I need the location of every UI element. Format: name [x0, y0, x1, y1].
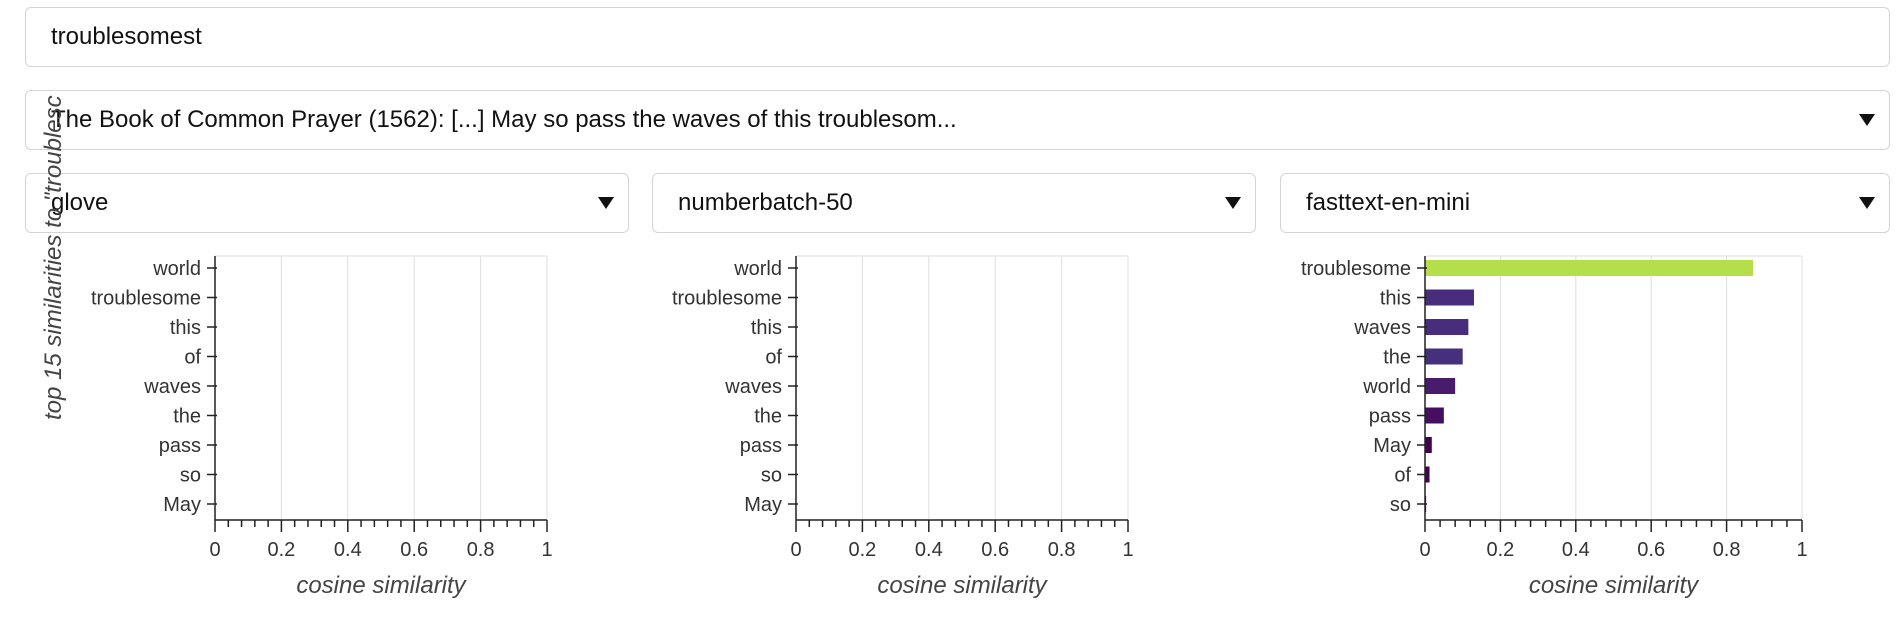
word-input-field[interactable] [51, 23, 1889, 51]
chart-glove: world troublesome this of waves the pass so May 0… [91, 255, 553, 599]
bar [1425, 378, 1456, 394]
x-axis-title: cosine similarity [296, 572, 467, 599]
chevron-down-icon[interactable] [598, 197, 614, 209]
chevron-down-icon[interactable] [1859, 197, 1875, 209]
y-tick-label: world [1362, 376, 1411, 398]
x-tick-label: 0 [1419, 539, 1430, 561]
chart-group: world troublesome this of waves the pass so May 0… [91, 255, 553, 599]
chart-group: troublesome this waves the world pass May of so 0… [1301, 255, 1808, 599]
x-tick-label: 0.2 [848, 539, 876, 561]
x-tick-label: 0.8 [467, 539, 495, 561]
y-tick-label: pass [740, 435, 782, 457]
y-tick-label: so [761, 465, 782, 487]
y-tick-label: waves [1353, 317, 1411, 339]
model-select-2-value: numberbatch-50 [678, 189, 853, 216]
model-select-1-value: glove [51, 189, 109, 216]
bar [1425, 466, 1430, 483]
chevron-down-icon[interactable] [1225, 197, 1241, 209]
y-tick-label: this [751, 317, 782, 339]
y-tick-label: troublesome [91, 288, 201, 310]
model-select-2[interactable]: numberbatch-50 [652, 173, 1256, 233]
y-tick-label: this [1380, 288, 1411, 310]
y-tick-label: May [1373, 435, 1411, 457]
y-tick-label: May [163, 494, 201, 516]
y-tick-label: May [744, 494, 782, 516]
x-axis-title: cosine similarity [1529, 572, 1700, 599]
x-tick-label: 1 [541, 539, 552, 561]
y-tick-label: waves [724, 376, 782, 398]
chart-group: world troublesome this of waves the pass so May 0… [672, 255, 1134, 599]
y-tick-label: the [1383, 347, 1411, 369]
x-tick-label: 0.6 [981, 539, 1009, 561]
x-tick-label: 0.6 [400, 539, 428, 561]
y-tick-label: pass [159, 435, 201, 457]
model-select-3[interactable]: fasttext-en-mini [1280, 173, 1890, 233]
y-tick-label: so [180, 465, 201, 487]
chart-fasttext: troublesome this waves the world pass May of so 0… [1301, 255, 1808, 599]
y-tick-label: waves [143, 376, 201, 398]
y-tick-label: pass [1369, 406, 1411, 428]
x-tick-label: 0.2 [1486, 539, 1514, 561]
bar [1425, 289, 1475, 306]
x-tick-label: 0.8 [1713, 539, 1741, 561]
y-tick-label: so [1390, 494, 1411, 516]
x-tick-label: 0.8 [1048, 539, 1076, 561]
x-tick-label: 1 [1122, 539, 1133, 561]
sentence-select[interactable]: The Book of Common Prayer (1562): [...] … [25, 90, 1890, 150]
x-tick-label: 1 [1796, 539, 1807, 561]
x-axis-title: cosine similarity [877, 572, 1048, 599]
chevron-down-icon[interactable] [1859, 114, 1875, 126]
model-select-3-value: fasttext-en-mini [1306, 189, 1471, 216]
x-tick-label: 0.2 [267, 539, 295, 561]
y-tick-label: the [173, 406, 201, 428]
y-tick-label: world [152, 258, 201, 280]
y-tick-label: troublesome [672, 288, 782, 310]
y-tick-label: this [170, 317, 201, 339]
bar [1425, 437, 1432, 453]
y-tick-label: of [765, 347, 782, 369]
bar [1425, 319, 1469, 335]
y-tick-label: world [733, 258, 782, 280]
x-tick-label: 0 [209, 539, 220, 561]
y-tick-label: the [754, 406, 782, 428]
x-tick-label: 0.4 [334, 539, 362, 561]
x-tick-label: 0.4 [1562, 539, 1590, 561]
sentence-select-value: The Book of Common Prayer (1562): [...] … [51, 106, 957, 133]
bar [1425, 348, 1463, 365]
bar [1425, 407, 1444, 424]
y-tick-label: troublesome [1301, 258, 1411, 280]
x-tick-label: 0.4 [915, 539, 943, 561]
x-tick-label: 0.6 [1637, 539, 1665, 561]
word-input[interactable] [25, 7, 1890, 67]
x-tick-label: 0 [790, 539, 801, 561]
y-tick-label: of [184, 347, 201, 369]
chart-numberbatch: world troublesome this of waves the pass so May 0… [672, 255, 1134, 599]
y-tick-label: of [1394, 465, 1411, 487]
bar [1425, 260, 1753, 276]
model-select-1[interactable]: glove [25, 173, 629, 233]
